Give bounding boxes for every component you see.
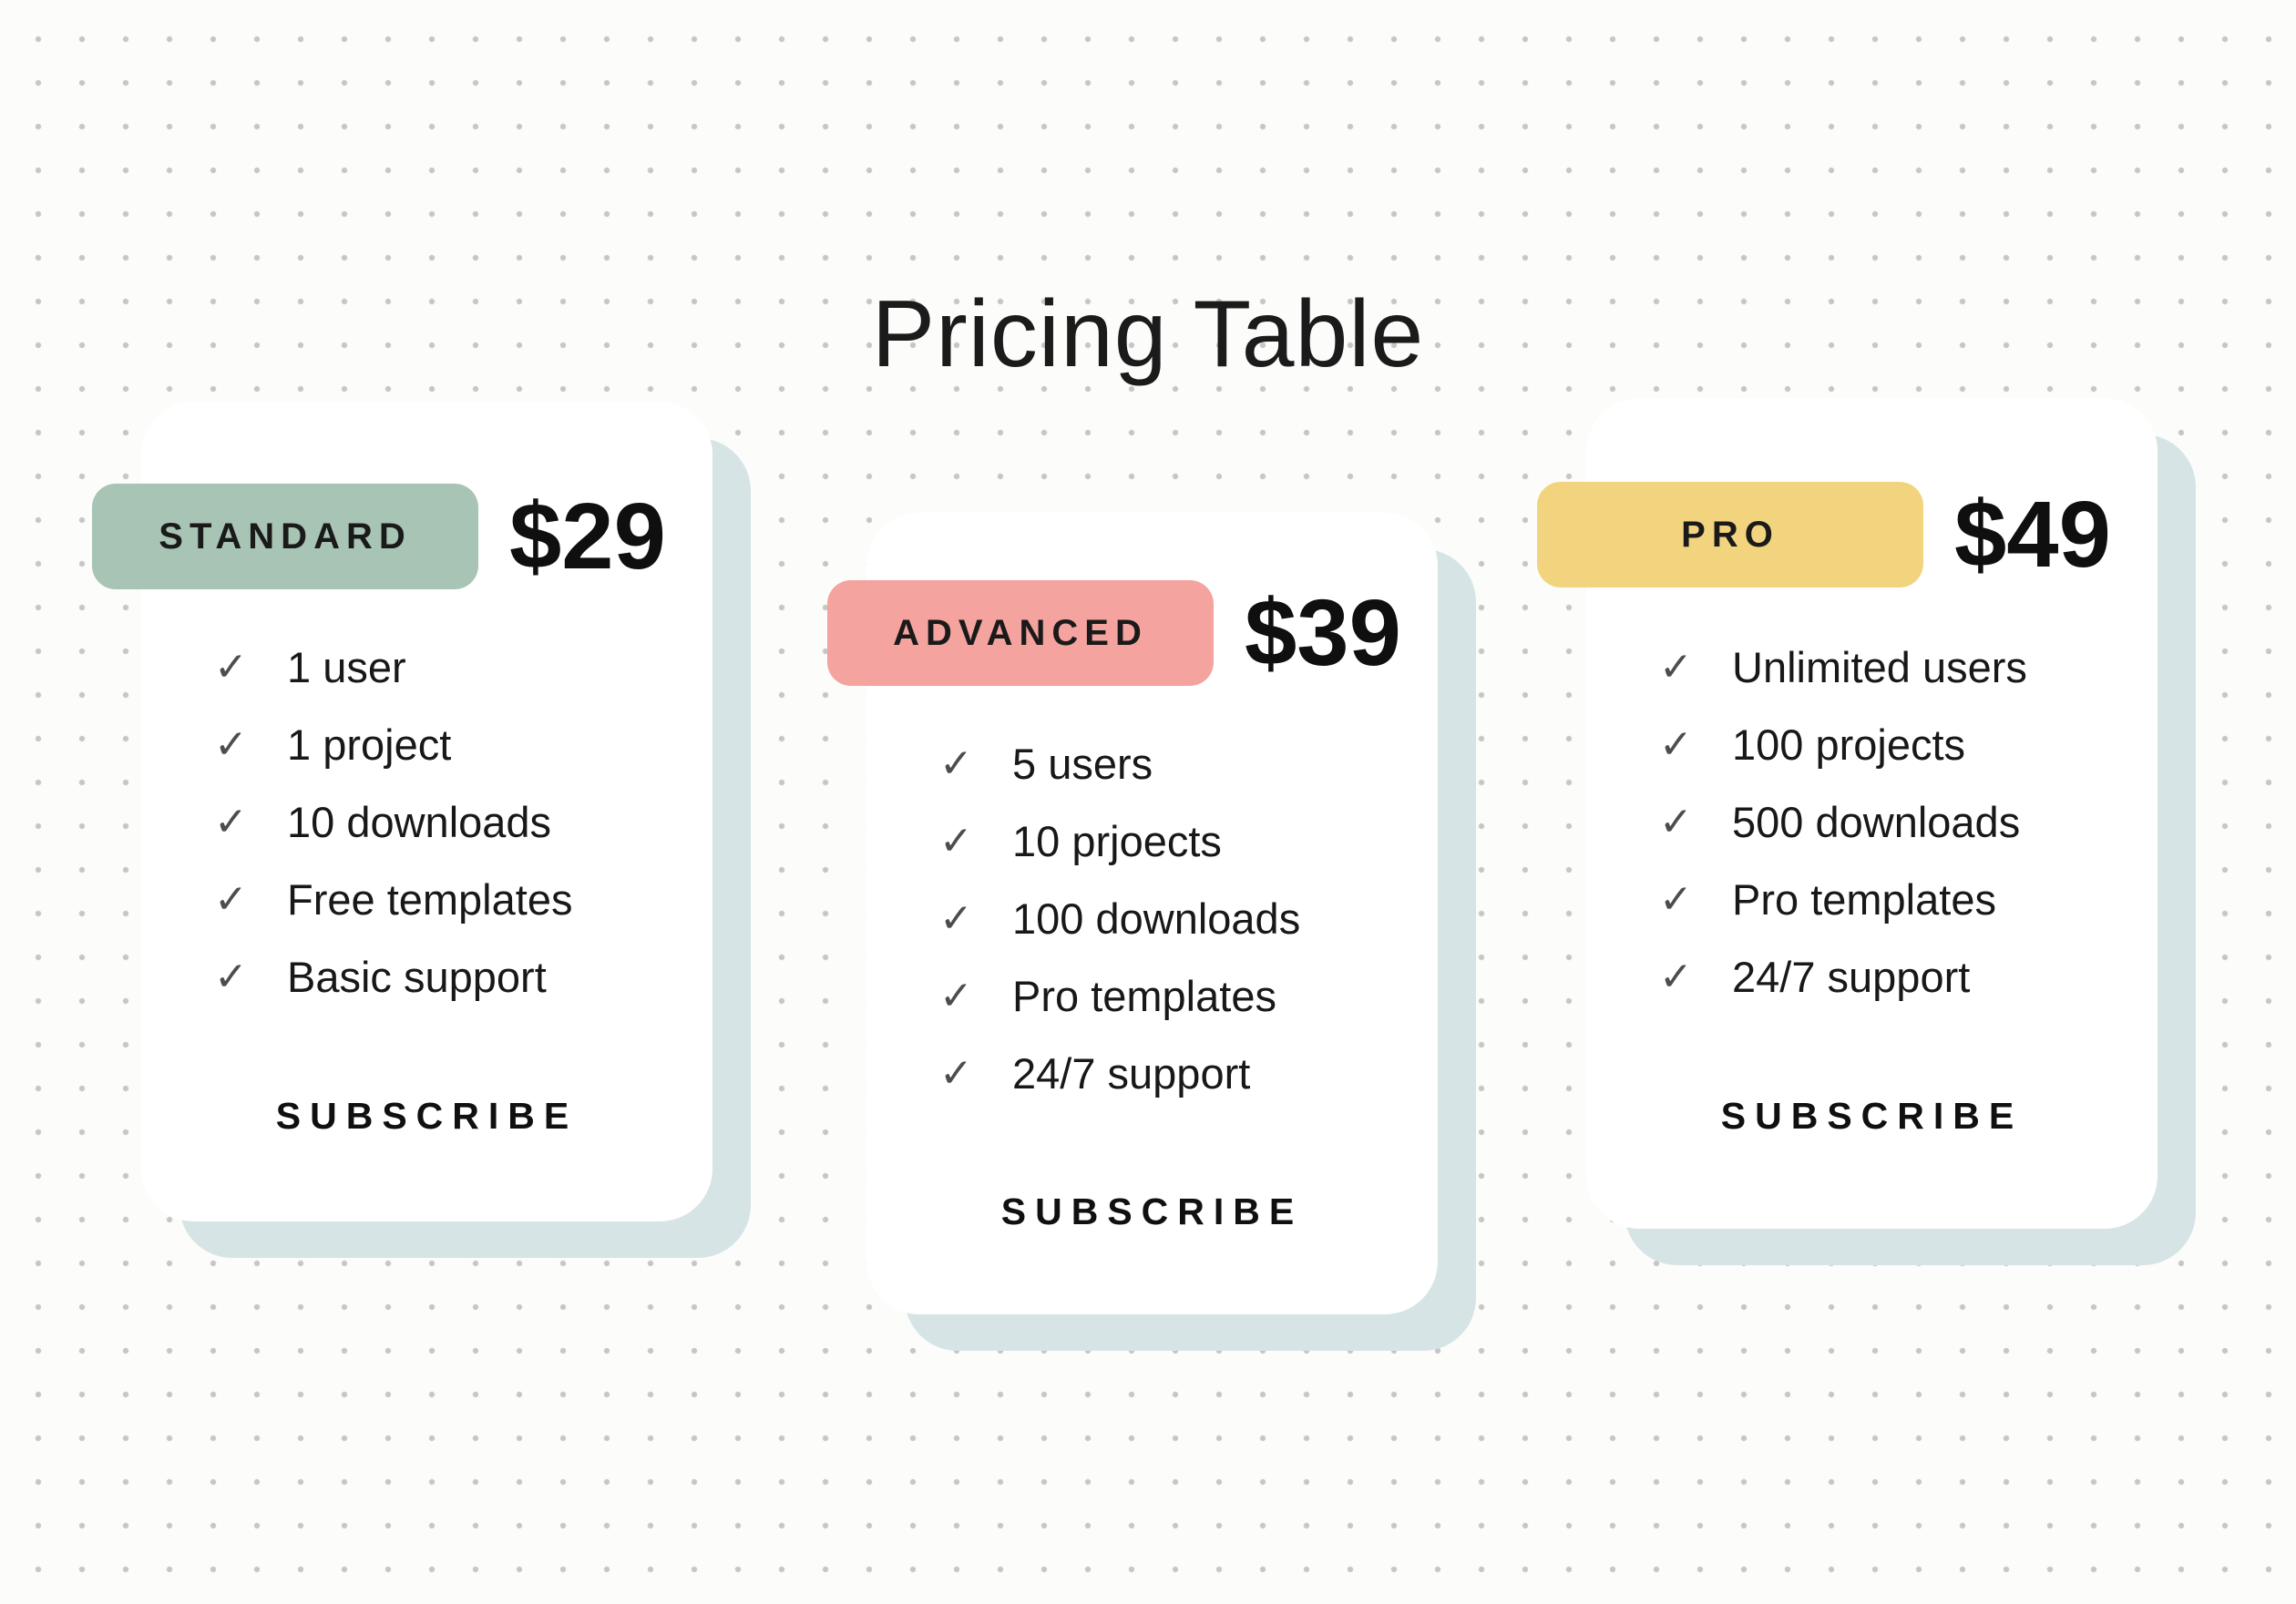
feature-item: ✓ 100 projects [1659,706,2027,783]
feature-item: ✓ Free templates [214,861,572,938]
feature-label: Pro templates [1732,875,1996,924]
check-icon: ✓ [939,973,973,1019]
plan-price: $49 [1954,482,2111,587]
feature-item: ✓ Unlimited users [1659,628,2027,706]
plan-badge-pro: PRO [1537,482,1923,587]
feature-label: 5 users [1012,740,1153,788]
subscribe-button-pro[interactable]: SUBSCRIBE [1586,1094,2158,1139]
pricing-card-advanced: ADVANCED $39 ✓ 5 users ✓ 10 prjoects ✓ 100 … [827,513,1476,1351]
feature-label: 24/7 support [1732,953,1971,1001]
feature-item: ✓ 1 user [214,628,572,706]
feature-label: 100 downloads [1012,894,1301,943]
plan-badge-standard: STANDARD [92,484,478,589]
feature-item: ✓ 5 users [939,725,1300,802]
feature-label: 500 downloads [1732,798,2021,846]
check-icon: ✓ [214,644,248,690]
feature-item: ✓ 24/7 support [1659,938,2027,1016]
feature-label: Pro templates [1012,972,1276,1020]
plan-price: $29 [509,484,666,588]
check-icon: ✓ [1659,799,1693,845]
card-header: STANDARD $29 [92,483,666,590]
check-icon: ✓ [1659,954,1693,1000]
feature-label: Unlimited users [1732,643,2027,691]
feature-label: 10 prjoects [1012,817,1222,865]
plan-price: $39 [1245,580,1401,685]
feature-label: 10 downloads [287,798,552,846]
card-header: ADVANCED $39 [827,579,1401,687]
check-icon: ✓ [214,876,248,923]
pricing-card-pro: PRO $49 ✓ Unlimited users ✓ 100 projects ✓… [1537,398,2196,1265]
feature-item: ✓ 500 downloads [1659,783,2027,861]
feature-item: ✓ Pro templates [1659,861,2027,938]
subscribe-button-standard[interactable]: SUBSCRIBE [141,1094,712,1139]
check-icon: ✓ [939,818,973,864]
feature-label: 1 user [287,643,406,691]
feature-item: ✓ 1 project [214,706,572,783]
feature-label: 100 projects [1732,720,1966,769]
feature-list: ✓ 1 user ✓ 1 project ✓ 10 downloads ✓ Free t… [214,628,572,1016]
pricing-card-standard: STANDARD $29 ✓ 1 user ✓ 1 project ✓ 10 down… [92,402,751,1258]
feature-item: ✓ 10 prjoects [939,802,1300,880]
check-icon: ✓ [214,799,248,845]
check-icon: ✓ [1659,721,1693,768]
feature-list: ✓ Unlimited users ✓ 100 projects ✓ 500 down… [1659,628,2027,1016]
card-header: PRO $49 [1537,481,2111,588]
subscribe-button-advanced[interactable]: SUBSCRIBE [866,1190,1438,1234]
check-icon: ✓ [1659,876,1693,923]
feature-label: Basic support [287,953,547,1001]
feature-list: ✓ 5 users ✓ 10 prjoects ✓ 100 downloads ✓ Pr… [939,725,1300,1112]
feature-label: Free templates [287,875,573,924]
feature-item: ✓ 10 downloads [214,783,572,861]
feature-item: ✓ Pro templates [939,957,1300,1035]
page-title: Pricing Table [871,281,1425,387]
feature-item: ✓ 100 downloads [939,880,1300,957]
feature-label: 1 project [287,720,452,769]
feature-label: 24/7 support [1012,1049,1251,1098]
check-icon: ✓ [939,895,973,942]
plan-badge-advanced: ADVANCED [827,580,1214,686]
check-icon: ✓ [214,721,248,768]
check-icon: ✓ [939,741,973,787]
check-icon: ✓ [939,1050,973,1097]
check-icon: ✓ [214,954,248,1000]
feature-item: ✓ Basic support [214,938,572,1016]
feature-item: ✓ 24/7 support [939,1035,1300,1112]
check-icon: ✓ [1659,644,1693,690]
